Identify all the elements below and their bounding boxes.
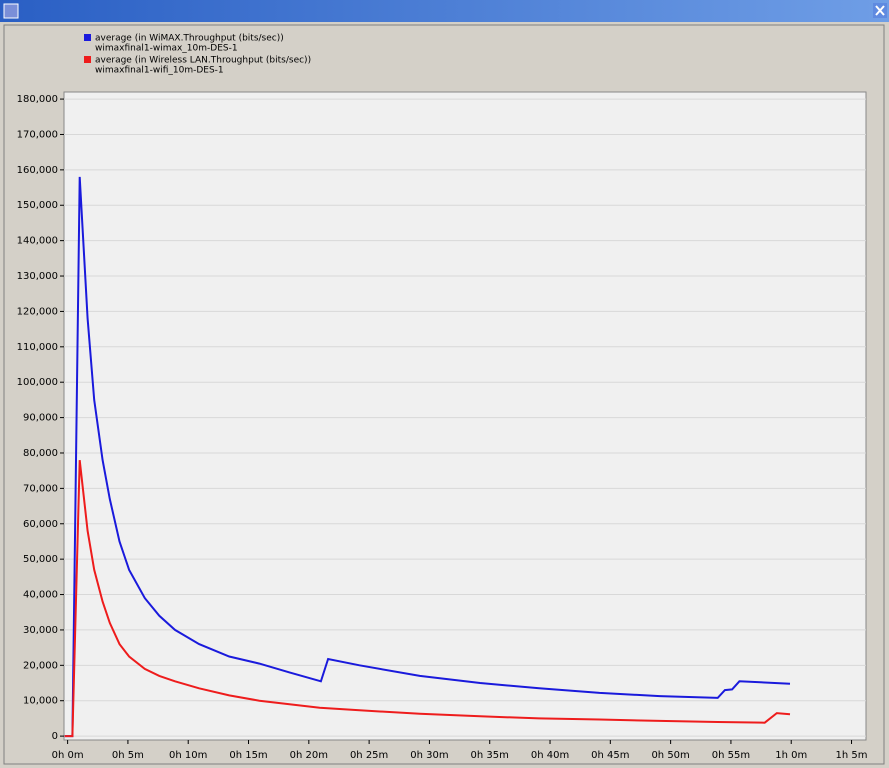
y-tick-label: 140,000 (17, 236, 58, 247)
title-bar (0, 0, 889, 22)
y-tick-label: 180,000 (17, 94, 58, 105)
y-tick-label: 80,000 (23, 448, 58, 459)
x-tick-label: 0h 5m (112, 750, 144, 761)
x-tick-label: 0h 35m (471, 750, 509, 761)
plot-area (63, 91, 867, 741)
series-line (64, 176, 791, 738)
x-tick-label: 0h 15m (229, 750, 267, 761)
y-tick-label: 50,000 (23, 554, 58, 565)
legend-swatch (84, 34, 91, 41)
legend-scenario: wimaxfinal1-wifi_10m-DES-1 (95, 66, 224, 76)
legend-label: average (in Wireless LAN.Throughput (bit… (95, 56, 311, 66)
x-tick-label: 0h 50m (651, 750, 689, 761)
y-tick-label: 110,000 (17, 342, 58, 353)
y-tick-label: 20,000 (23, 660, 58, 671)
y-tick-label: 30,000 (23, 625, 58, 636)
legend-scenario: wimaxfinal1-wimax_10m-DES-1 (95, 44, 238, 54)
x-tick-label: 0h 0m (52, 750, 84, 761)
x-tick-label: 0h 25m (350, 750, 388, 761)
x-tick-label: 0h 10m (169, 750, 207, 761)
y-tick-label: 150,000 (17, 200, 58, 211)
x-tick-label: 0h 40m (531, 750, 569, 761)
x-tick-label: 0h 30m (410, 750, 448, 761)
y-tick-label: 160,000 (17, 165, 58, 176)
y-tick-label: 120,000 (17, 306, 58, 317)
x-tick-label: 0h 20m (290, 750, 328, 761)
x-tick-label: 0h 45m (591, 750, 629, 761)
x-tick-label: 1h 5m (836, 750, 868, 761)
x-tick-label: 1h 0m (775, 750, 807, 761)
y-tick-label: 10,000 (23, 696, 58, 707)
y-tick-label: 40,000 (23, 590, 58, 601)
x-tick-label: 0h 55m (712, 750, 750, 761)
series-line (64, 459, 791, 738)
y-tick-label: 70,000 (23, 483, 58, 494)
close-icon (875, 5, 885, 16)
legend-swatch (84, 56, 91, 63)
y-tick-label: 60,000 (23, 519, 58, 530)
y-tick-label: 170,000 (17, 129, 58, 140)
window-icon (3, 3, 19, 19)
y-tick-label: 0 (52, 731, 58, 742)
y-tick-label: 90,000 (23, 413, 58, 424)
legend-label: average (in WiMAX.Throughput (bits/sec)) (95, 34, 284, 44)
y-tick-label: 100,000 (17, 377, 58, 388)
y-tick-label: 130,000 (17, 271, 58, 282)
